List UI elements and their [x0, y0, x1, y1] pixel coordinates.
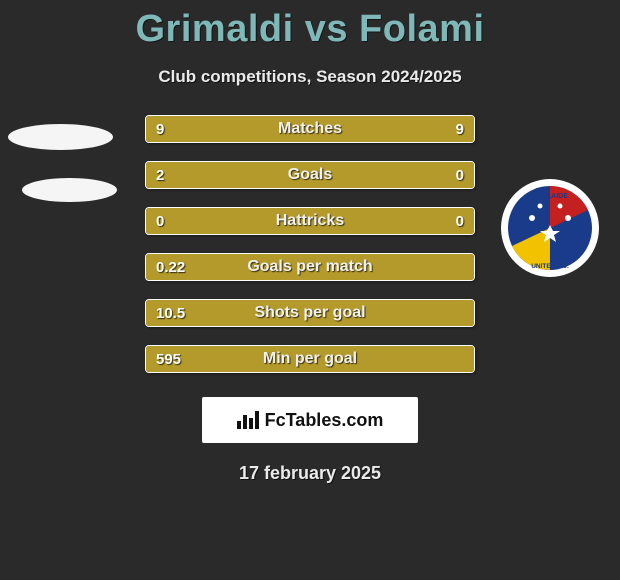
bar-fill-left — [146, 346, 474, 372]
stat-value-left: 0.22 — [156, 254, 185, 280]
stat-value-left: 10.5 — [156, 300, 185, 326]
brand-footer[interactable]: FcTables.com — [202, 397, 418, 443]
stat-row-goals-per-match: 0.22Goals per match — [145, 253, 475, 281]
svg-text:UNITED F.C.: UNITED F.C. — [531, 263, 569, 270]
snapshot-date: 17 february 2025 — [0, 463, 620, 484]
stat-row-goals: 20Goals — [145, 161, 475, 189]
bars-icon — [237, 411, 259, 429]
stat-row-min-per-goal: 595Min per goal — [145, 345, 475, 373]
bar-fill-left — [146, 300, 474, 326]
club-badge-left-placeholder-1 — [8, 124, 113, 150]
stat-row-matches: 99Matches — [145, 115, 475, 143]
bar-fill-right — [310, 208, 474, 234]
stat-value-right: 0 — [456, 162, 464, 188]
stat-row-hattricks: 00Hattricks — [145, 207, 475, 235]
svg-text:ADELAIDE: ADELAIDE — [532, 193, 568, 200]
stat-value-right: 0 — [456, 208, 464, 234]
bar-fill-left — [146, 208, 310, 234]
brand-text: FcTables.com — [265, 410, 384, 431]
club-badge-left-placeholder-2 — [22, 178, 117, 202]
adelaide-united-crest-icon: ADELAIDE UNITED F.C. — [500, 178, 600, 278]
club-badge-right: ADELAIDE UNITED F.C. — [500, 178, 600, 278]
stat-value-left: 9 — [156, 116, 164, 142]
stat-value-left: 2 — [156, 162, 164, 188]
stat-row-shots-per-goal: 10.5Shots per goal — [145, 299, 475, 327]
bar-fill-right — [310, 116, 474, 142]
bar-fill-right — [408, 162, 474, 188]
comparison-title: Grimaldi vs Folami — [0, 0, 620, 51]
stat-value-right: 9 — [456, 116, 464, 142]
stat-value-left: 595 — [156, 346, 181, 372]
stat-value-left: 0 — [156, 208, 164, 234]
bar-fill-left — [146, 162, 408, 188]
comparison-subtitle: Club competitions, Season 2024/2025 — [0, 67, 620, 87]
bar-fill-left — [146, 116, 310, 142]
bar-fill-left — [146, 254, 474, 280]
